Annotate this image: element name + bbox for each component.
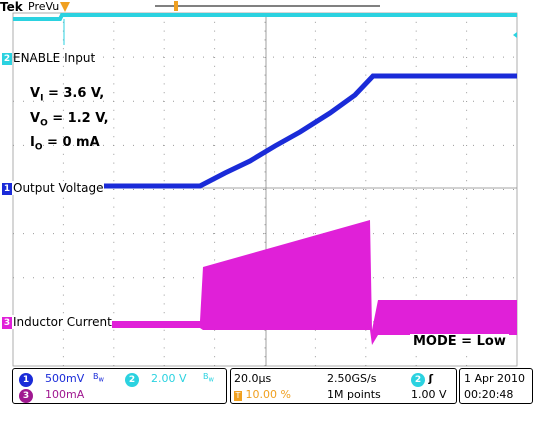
test-conditions: VI = 3.6 V, VO = 1.2 V, IO = 0 mA [30,84,109,158]
channel-3-icon: 3 [19,389,33,403]
trigger-source-icon: 2 [411,373,425,387]
vertical-scale-box[interactable]: 1 500mV Bw 2 2.00 V Bw 3 100mA [12,368,227,404]
channel-1-label[interactable]: 1 Output Voltage [2,181,104,195]
channel-3-label[interactable]: 3 Inductor Current [2,315,112,329]
enable-input-trace [13,13,517,21]
channel-1-name: Output Voltage [13,181,104,195]
trigger-position-icon: T [234,391,242,401]
mode-annotation: MODE = Low [410,334,509,349]
channel-2-label[interactable]: 2 ENABLE Input [2,51,95,65]
channel-3-name: Inductor Current [13,315,112,329]
bandwidth-limit-icon-2: Bw [203,372,214,384]
output-current-annotation: IO = 0 mA [30,135,100,153]
date: 1 Apr 2010 [464,372,526,385]
date-time-box: 1 Apr 2010 00:20:48 [459,368,533,404]
tek-logo: Tek [0,0,23,14]
bandwidth-limit-icon: Bw [93,372,104,384]
record-length: 1M points [327,388,381,401]
status-bar: 1 500mV Bw 2 2.00 V Bw 3 100mA 20.0µs T … [0,368,534,408]
sample-rate: 2.50GS/s [327,372,377,385]
channel-2-badge: 2 [2,52,12,65]
output-voltage-annotation: VO = 1.2 V, [30,110,109,129]
channel-2-scale: 2.00 V [151,372,187,385]
record-view-marker [174,1,178,11]
channel-1-badge: 1 [2,182,12,195]
channel-2-icon: 2 [125,373,139,387]
timebase: 20.0µs [234,372,272,385]
channel-1-icon: 1 [19,373,33,387]
inductor-current-trace [108,220,517,345]
output-voltage-trace [100,73,517,189]
trigger-level-icon [513,32,517,38]
trigger-position: T 10.00 % [234,388,291,401]
trigger-position-icon [60,2,70,12]
acquisition-mode: PreVu [28,0,60,13]
channel-1-scale: 500mV [45,372,85,385]
channel-2-name: ENABLE Input [13,51,96,65]
horizontal-settings-box[interactable]: 20.0µs T 10.00 % 2.50GS/s 1M points 2 ʃ … [230,368,457,404]
trigger-level: 1.00 V [411,388,447,401]
time: 00:20:48 [464,388,514,401]
trigger-slope-icon: ʃ [428,372,434,385]
input-voltage-annotation: VI = 3.6 V, [30,86,105,104]
channel-3-scale: 100mA [45,388,85,401]
channel-3-badge: 3 [2,316,12,329]
